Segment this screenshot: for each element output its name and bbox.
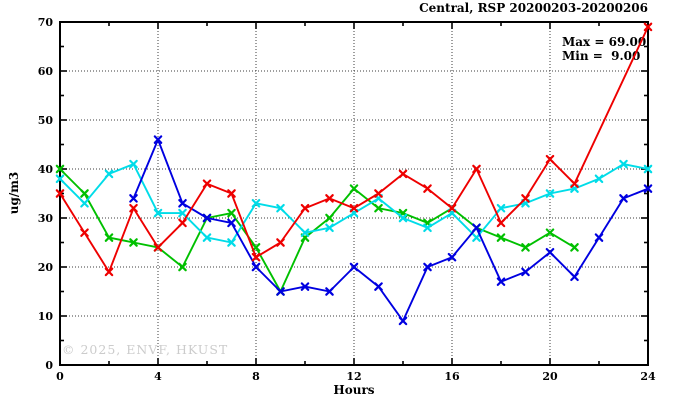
svg-text:40: 40 bbox=[38, 163, 54, 176]
stats-annotation: Max = 69.00 Min = 9.00 bbox=[562, 35, 646, 63]
svg-text:0: 0 bbox=[45, 359, 53, 372]
svg-text:20: 20 bbox=[542, 370, 558, 383]
svg-text:30: 30 bbox=[38, 212, 54, 225]
max-value-label: Max = 69.00 bbox=[562, 35, 647, 49]
svg-text:20: 20 bbox=[38, 261, 54, 274]
svg-text:24: 24 bbox=[640, 370, 656, 383]
svg-text:70: 70 bbox=[38, 16, 54, 29]
svg-text:12: 12 bbox=[346, 370, 361, 383]
svg-text:16: 16 bbox=[444, 370, 460, 383]
chart-title: Central, RSP 20200203-20200206 bbox=[419, 1, 648, 15]
watermark: © 2025, ENVF, HKUST bbox=[62, 342, 229, 357]
svg-text:60: 60 bbox=[38, 65, 54, 78]
svg-text:4: 4 bbox=[154, 370, 162, 383]
svg-text:50: 50 bbox=[38, 114, 54, 127]
svg-text:0: 0 bbox=[56, 370, 64, 383]
svg-text:8: 8 bbox=[252, 370, 260, 383]
x-axis-label: Hours bbox=[333, 383, 375, 397]
svg-text:10: 10 bbox=[38, 310, 54, 323]
